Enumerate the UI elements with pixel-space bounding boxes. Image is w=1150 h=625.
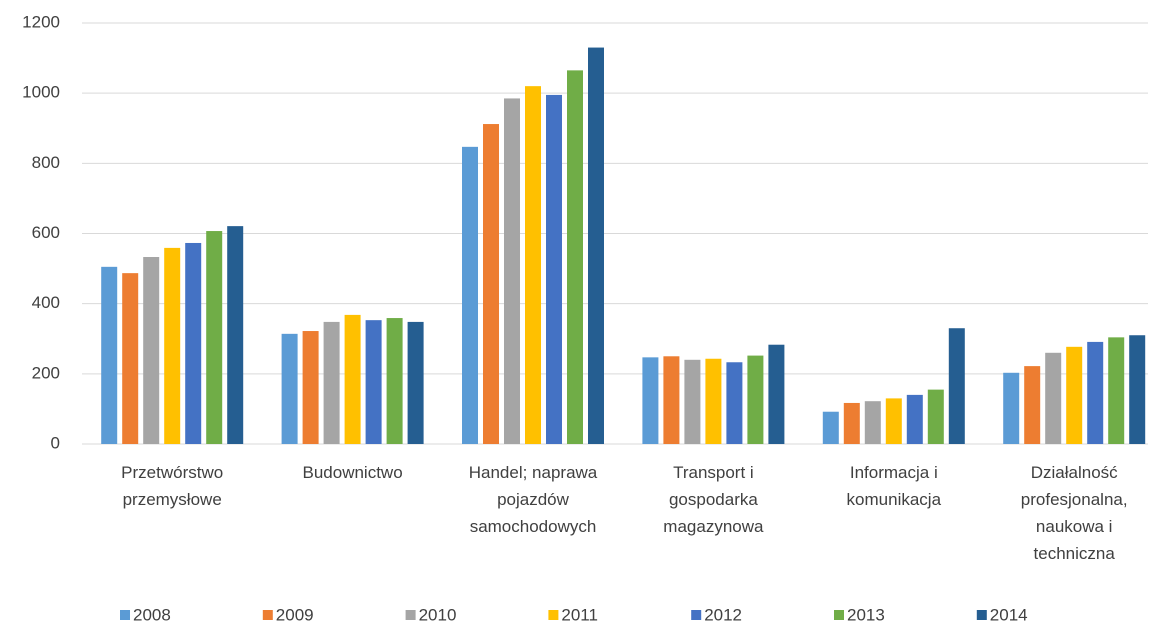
bar	[281, 333, 298, 444]
legend-swatch	[120, 610, 130, 620]
bar	[407, 321, 424, 444]
bar	[483, 124, 499, 444]
legend-swatch	[834, 610, 844, 620]
y-tick-label: 400	[32, 293, 60, 312]
bar	[164, 247, 181, 444]
x-tick-label: Budownictwo	[302, 463, 403, 482]
bar	[927, 389, 944, 444]
y-tick-label: 1200	[22, 12, 60, 31]
y-tick-label: 600	[32, 223, 60, 242]
bar	[227, 226, 244, 444]
legend-label: 2008	[133, 605, 171, 624]
bar	[185, 242, 202, 444]
legend-label: 2013	[847, 605, 885, 624]
bar	[1108, 337, 1125, 444]
bar	[504, 98, 520, 444]
bar	[462, 146, 478, 444]
bar	[948, 328, 965, 444]
bar	[642, 357, 659, 444]
bar	[1087, 341, 1104, 444]
bar	[122, 273, 139, 444]
bar	[1024, 366, 1041, 444]
x-tick-label: Informacja i komunikacja	[846, 463, 942, 509]
bar	[747, 355, 764, 444]
bar	[768, 344, 785, 444]
legend-label: 2011	[561, 605, 598, 624]
legend-swatch	[405, 610, 416, 620]
bar	[1066, 346, 1083, 444]
bar	[143, 257, 160, 444]
bar	[525, 86, 541, 445]
legend-swatch	[976, 610, 987, 620]
y-tick-label: 0	[51, 433, 60, 452]
x-tick-label: Przetwórstwo przemysłowe	[121, 463, 224, 509]
bar	[885, 398, 902, 444]
bar	[206, 231, 223, 444]
bar	[726, 362, 743, 444]
bar	[1045, 352, 1062, 444]
legend-swatch	[548, 610, 559, 620]
bar	[588, 47, 604, 444]
x-tick-label: Działalność profesjonalna, naukowa i tec…	[1020, 463, 1128, 563]
bar	[1129, 335, 1146, 444]
legend-label: 2010	[419, 605, 457, 624]
bar	[567, 70, 583, 445]
legend-swatch	[262, 610, 273, 620]
bar	[323, 321, 340, 444]
y-tick-label: 800	[32, 153, 60, 172]
legend-swatch	[691, 610, 702, 620]
legend-label: 2014	[990, 605, 1028, 624]
bar	[864, 401, 881, 444]
bar	[546, 94, 562, 444]
bar	[386, 318, 403, 444]
bar	[663, 356, 680, 444]
legend-label: 2009	[276, 605, 314, 624]
bar	[365, 320, 382, 444]
bar	[843, 402, 860, 444]
y-tick-label: 1000	[22, 83, 60, 102]
bar	[101, 266, 118, 444]
legend-label: 2012	[704, 605, 742, 624]
x-tick-label: Handel; naprawa pojazdów samochodowych	[468, 463, 598, 536]
bar	[344, 314, 361, 444]
bar	[684, 359, 701, 444]
bar	[302, 331, 319, 444]
bar	[906, 394, 923, 444]
bar	[1003, 372, 1020, 444]
bar	[822, 411, 839, 444]
y-tick-label: 200	[32, 363, 60, 382]
x-tick-label: Transport i gospodarka magazynowa	[663, 463, 764, 536]
bar	[705, 358, 722, 444]
